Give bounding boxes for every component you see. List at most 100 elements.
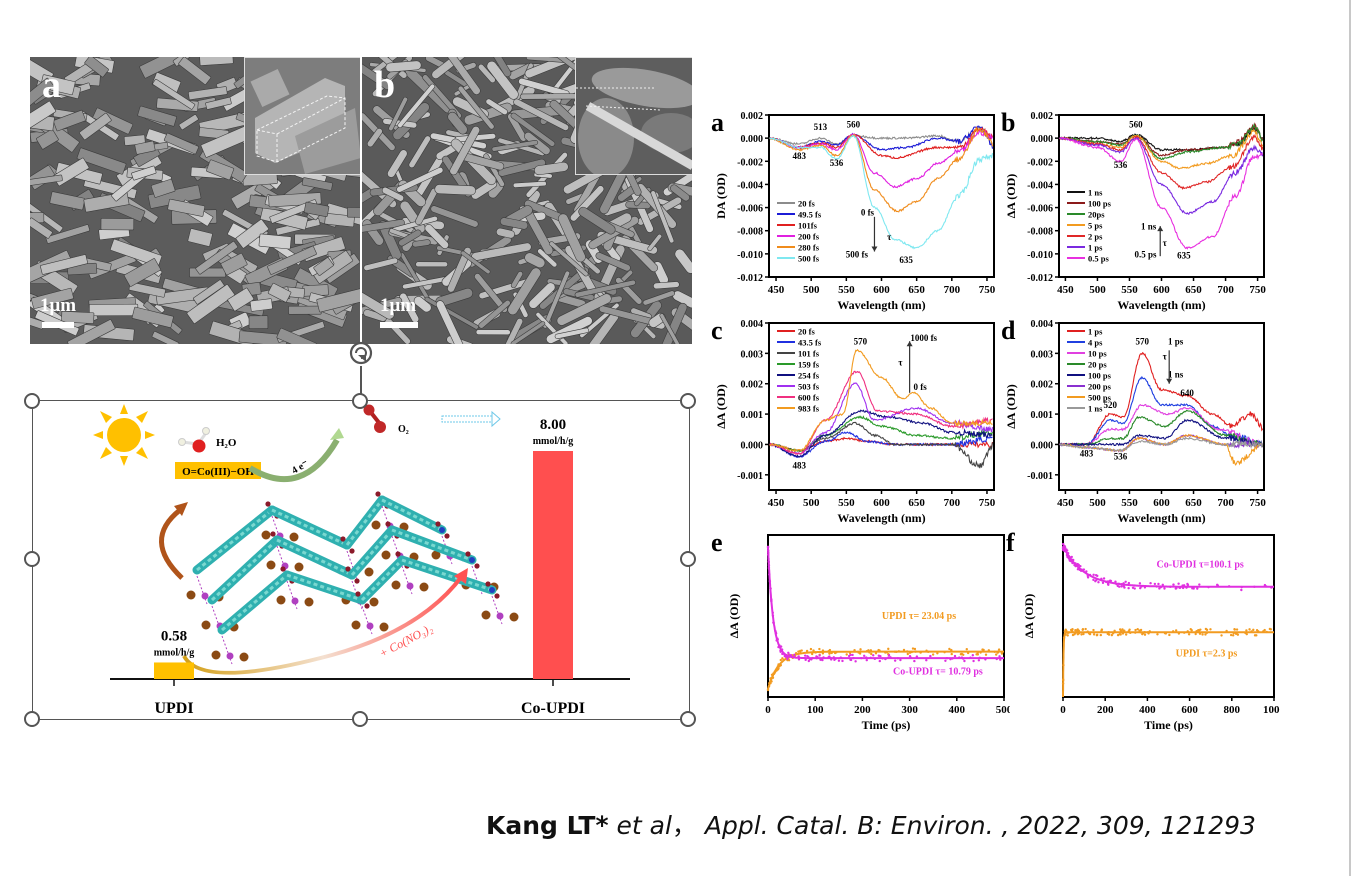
series-label: UPDI τ= 23.04 ps xyxy=(882,611,956,622)
data-point xyxy=(865,658,868,662)
resize-handle-bottom-right[interactable] xyxy=(680,711,696,727)
data-point xyxy=(897,650,901,653)
data-point xyxy=(1172,583,1175,586)
chart-c: c 450 500 550 600 650 700 750 -0.001 0.000 0.001 0.… xyxy=(705,313,1000,528)
resize-handle-top[interactable] xyxy=(352,393,368,409)
series-line-1-ns xyxy=(1059,126,1264,152)
legend-label: 983 fs xyxy=(798,404,820,414)
data-point xyxy=(963,659,966,663)
data-point xyxy=(976,653,980,656)
series-label: Co-UPDI τ= 10.79 ps xyxy=(893,666,983,677)
legend-label: 20 fs xyxy=(798,199,815,209)
data-point xyxy=(793,653,796,657)
data-point xyxy=(852,656,855,660)
data-point xyxy=(1191,587,1194,590)
data-point xyxy=(815,657,818,660)
scale-bar-label-a: 1μm xyxy=(40,295,77,316)
data-point xyxy=(785,655,788,659)
data-point xyxy=(993,650,996,653)
chart-f: f 0 200 400 600 800 1000 Time (ps) ΔA (OD) Co-UPD… xyxy=(1000,525,1286,735)
data-point xyxy=(874,652,878,655)
resize-handle-top-left[interactable] xyxy=(24,393,40,409)
resize-handle-bottom[interactable] xyxy=(352,711,368,727)
data-point xyxy=(792,655,796,659)
data-point xyxy=(1235,628,1239,631)
data-point xyxy=(767,567,771,570)
x-tick-label: 500 xyxy=(1089,497,1106,509)
data-point xyxy=(1082,632,1085,636)
resize-handle-left[interactable] xyxy=(24,551,40,567)
data-point xyxy=(782,658,785,662)
rotate-icon[interactable] xyxy=(348,340,374,366)
data-point xyxy=(822,656,825,659)
y-axis-label: ΔA (OD) xyxy=(1004,384,1018,429)
data-point xyxy=(1076,567,1080,571)
data-point xyxy=(1139,586,1142,590)
x-tick-label: 650 xyxy=(1185,284,1202,296)
data-point xyxy=(1081,628,1084,631)
resize-handle-bottom-left[interactable] xyxy=(24,711,40,727)
annotation: 570 xyxy=(1136,336,1150,346)
data-point xyxy=(815,655,818,658)
data-point xyxy=(771,614,775,617)
data-point xyxy=(768,573,771,576)
panel-letter-e: e xyxy=(711,528,723,557)
data-point xyxy=(812,649,815,652)
legend-label: 101fs xyxy=(798,221,818,231)
data-point xyxy=(1169,585,1172,589)
data-point xyxy=(803,654,807,657)
annotation: 635 xyxy=(1177,250,1191,260)
annotation: 536 xyxy=(1114,160,1128,170)
sem-image-b: b 1μm xyxy=(362,57,692,344)
data-point xyxy=(1207,585,1210,589)
data-point xyxy=(1000,652,1004,655)
data-point xyxy=(944,659,947,663)
data-point xyxy=(1086,630,1089,633)
citation: Kang LT* et al， Appl. Catal. B: Environ.… xyxy=(486,806,1256,842)
data-point xyxy=(1205,631,1209,634)
data-point xyxy=(1155,585,1158,588)
panel-letter-a: a xyxy=(711,108,724,137)
data-point xyxy=(972,659,975,663)
data-point xyxy=(994,653,998,656)
data-point xyxy=(1205,628,1209,632)
resize-handle-top-right[interactable] xyxy=(680,393,696,409)
annotation: 1000 fs xyxy=(910,333,937,343)
x-tick-label: 700 xyxy=(1217,497,1234,509)
data-point xyxy=(959,652,963,656)
data-point xyxy=(889,656,892,659)
data-point xyxy=(1122,582,1125,585)
legend-label: 280 fs xyxy=(798,243,820,253)
oxygen-evolution-schematic[interactable]: H₂O O=Co(III)−OH 4 e⁻ O₂ xyxy=(32,400,688,718)
data-point xyxy=(1068,559,1071,562)
data-point xyxy=(1120,585,1123,588)
series-line-101-fs xyxy=(769,421,994,469)
data-point xyxy=(1262,630,1265,633)
scale-bar-b xyxy=(380,322,418,328)
data-point xyxy=(950,648,953,652)
data-point xyxy=(887,654,891,657)
sem-image-a: a 1μm xyxy=(30,57,360,344)
legend-label: 2 ps xyxy=(1088,232,1103,242)
y-tick-label: -0.010 xyxy=(737,250,763,261)
citation-journal: Appl. Catal. B: Environ. , 2022, 309, 12… xyxy=(696,811,1256,840)
x-tick-label: 800 xyxy=(1224,704,1241,716)
o2-label: O₂ xyxy=(398,424,409,435)
data-point xyxy=(1143,633,1147,636)
data-point xyxy=(1220,634,1223,637)
data-point xyxy=(965,647,968,651)
annotation: 635 xyxy=(899,255,913,265)
resize-handle-right[interactable] xyxy=(680,551,696,567)
data-point xyxy=(851,653,854,657)
data-point xyxy=(831,650,834,654)
x-tick-label: 600 xyxy=(873,497,890,509)
data-point xyxy=(1263,583,1267,587)
data-point xyxy=(1095,633,1099,637)
data-point xyxy=(1127,586,1130,590)
data-point xyxy=(1092,578,1095,582)
data-point xyxy=(794,652,798,655)
data-point xyxy=(914,650,917,653)
data-point xyxy=(1248,628,1251,631)
y-tick-label: -0.012 xyxy=(1027,273,1053,284)
data-point xyxy=(902,648,906,652)
